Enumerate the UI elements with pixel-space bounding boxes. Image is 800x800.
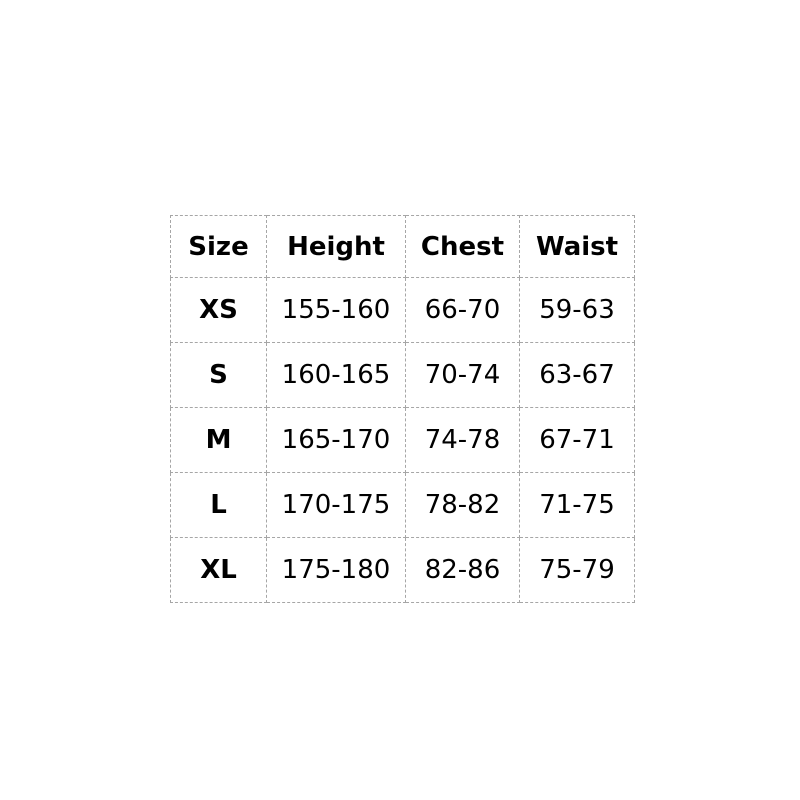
chest-cell: 70-74 (405, 342, 520, 408)
height-cell: 160-165 (266, 342, 406, 408)
waist-cell: 71-75 (519, 472, 635, 538)
waist-cell: 63-67 (519, 342, 635, 408)
header-row: Size Height Chest Waist (170, 215, 635, 278)
chest-cell: 82-86 (405, 537, 520, 603)
size-cell: XS (170, 277, 267, 343)
waist-cell: 59-63 (519, 277, 635, 343)
waist-cell: 67-71 (519, 407, 635, 473)
table-row: XS 155-160 66-70 59-63 (170, 277, 635, 343)
size-cell: L (170, 472, 267, 538)
table-row: L 170-175 78-82 71-75 (170, 472, 635, 538)
column-header-chest: Chest (405, 215, 520, 278)
chest-cell: 78-82 (405, 472, 520, 538)
size-cell: S (170, 342, 267, 408)
size-chart-table: Size Height Chest Waist XS 155-160 66-70… (170, 215, 635, 603)
size-cell: XL (170, 537, 267, 603)
table-row: S 160-165 70-74 63-67 (170, 342, 635, 408)
table-row: XL 175-180 82-86 75-79 (170, 537, 635, 603)
height-cell: 170-175 (266, 472, 406, 538)
height-cell: 175-180 (266, 537, 406, 603)
table-row: M 165-170 74-78 67-71 (170, 407, 635, 473)
waist-cell: 75-79 (519, 537, 635, 603)
column-header-size: Size (170, 215, 267, 278)
chest-cell: 66-70 (405, 277, 520, 343)
column-header-height: Height (266, 215, 406, 278)
height-cell: 155-160 (266, 277, 406, 343)
column-header-waist: Waist (519, 215, 635, 278)
size-cell: M (170, 407, 267, 473)
chest-cell: 74-78 (405, 407, 520, 473)
height-cell: 165-170 (266, 407, 406, 473)
